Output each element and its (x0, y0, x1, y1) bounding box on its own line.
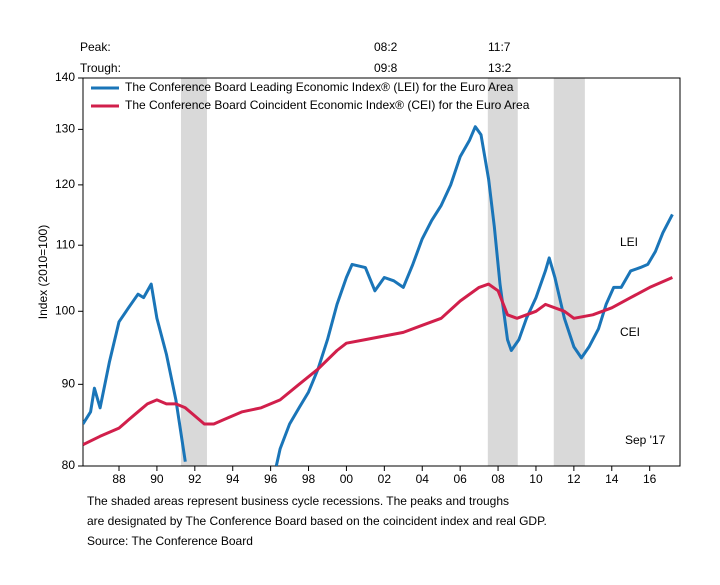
x-tick-label: 06 (453, 472, 467, 486)
y-axis-label: Index (2010=100) (36, 225, 50, 319)
plot-frame (82, 77, 681, 467)
peak-date: 08:2 (374, 40, 398, 54)
legend-label: The Conference Board Coincident Economic… (125, 98, 530, 112)
recession-band (180, 78, 207, 466)
y-tick-label: 80 (62, 458, 76, 472)
y-tick-label: 90 (62, 377, 76, 391)
x-tick-label: 10 (529, 472, 543, 486)
trough-label: Trough: (80, 61, 121, 75)
annotation: Sep '17 (625, 433, 666, 447)
x-tick-label: 02 (378, 472, 392, 486)
series-line (83, 125, 674, 466)
x-tick-label: 94 (226, 472, 240, 486)
x-tick-label: 90 (150, 472, 164, 486)
recession-band (487, 78, 518, 466)
note: The shaded areas represent business cycl… (87, 494, 509, 508)
legend-label: The Conference Board Leading Economic In… (125, 80, 514, 94)
trough-date: 13:2 (488, 61, 512, 75)
y-tick-label: 130 (55, 122, 75, 136)
peak-date: 11:7 (488, 40, 511, 54)
note: Source: The Conference Board (87, 534, 253, 548)
recessions (180, 78, 585, 466)
y-tick-label: 140 (55, 70, 75, 84)
peak-label: Peak: (80, 40, 111, 54)
x-tick-label: 14 (605, 472, 619, 486)
trough-date: 09:8 (374, 61, 398, 75)
note: are designated by The Conference Board b… (87, 514, 547, 528)
annotation: CEI (620, 325, 640, 339)
x-tick-label: 88 (112, 472, 126, 486)
x-tick-label: 00 (340, 472, 354, 486)
x-tick-label: 04 (416, 472, 430, 486)
y-tick-label: 120 (55, 177, 75, 191)
series-line (83, 276, 673, 447)
x-tick-label: 92 (188, 472, 202, 486)
y-tick-label: 100 (55, 303, 75, 317)
x-tick-label: 12 (567, 472, 581, 486)
y-tick-label: 110 (56, 237, 75, 251)
x-tick-label: 96 (264, 472, 278, 486)
annotation: LEI (620, 235, 638, 249)
x-tick-label: 08 (491, 472, 505, 486)
recession-band (553, 78, 585, 466)
x-tick-label: 98 (302, 472, 316, 486)
x-tick-label: 16 (643, 472, 657, 486)
